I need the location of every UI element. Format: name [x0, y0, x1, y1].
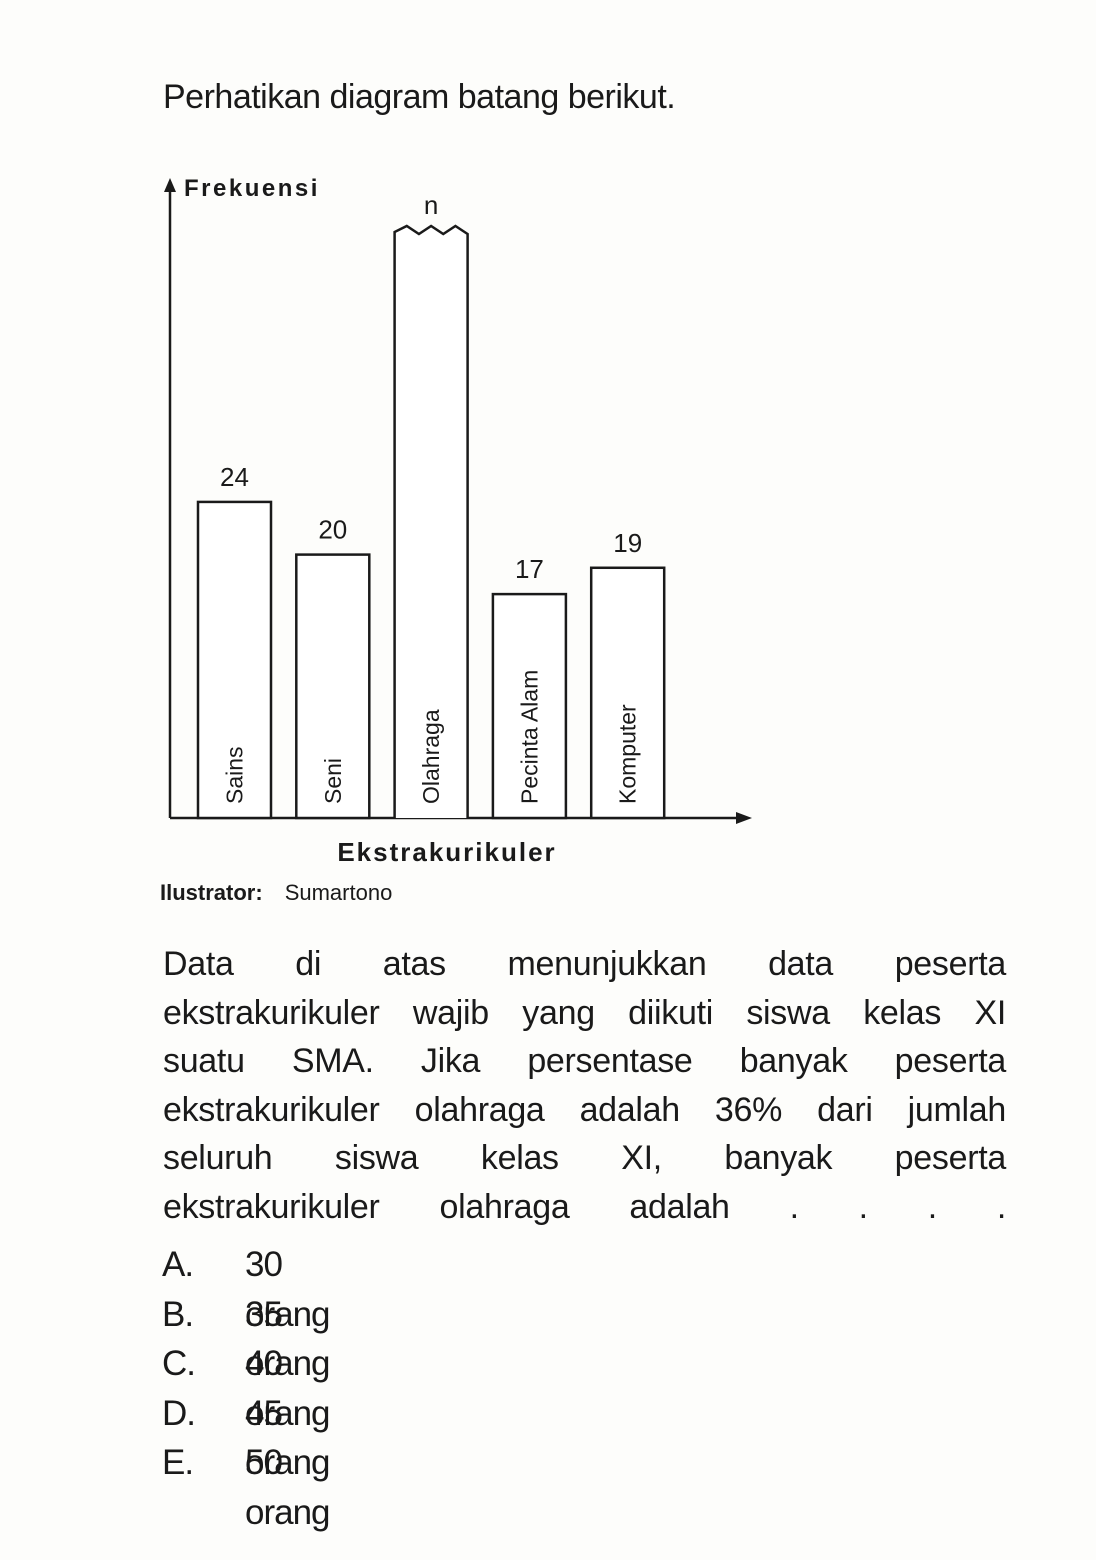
category-label: Seni — [320, 758, 346, 804]
value-label: 17 — [515, 554, 544, 584]
option-letter: A. — [162, 1245, 194, 1284]
value-label: 19 — [613, 528, 642, 558]
value-label: 24 — [220, 462, 249, 492]
option: D. 45 orang — [162, 1389, 331, 1483]
option-letter: B. — [162, 1294, 194, 1334]
option-letter: D. — [162, 1393, 196, 1433]
option-letter: E. — [162, 1443, 194, 1482]
question-line: seluruh siswa kelas XI, banyak peserta — [163, 1139, 1006, 1177]
bar-broken — [393, 224, 469, 818]
option-text: 50 orang — [245, 1443, 331, 1532]
y-axis-label: Frekuensi — [184, 175, 320, 202]
options: A. 30 orang B. 35 orang C. 40 orang D. 45 orang… — [162, 1240, 331, 1532]
category-label: Sains — [222, 746, 248, 804]
bar — [491, 592, 568, 820]
credit-name: Sumartono — [284, 880, 393, 905]
option: E. 50 orang — [162, 1438, 331, 1532]
question-line: Data di atas menunjukkan data peserta — [163, 945, 1006, 983]
bar — [196, 500, 273, 820]
option-text: 40 orang — [245, 1344, 331, 1433]
credit-label: Ilustrator: — [160, 880, 263, 905]
option-text: 30 orang — [245, 1245, 331, 1334]
option-text: 45 orang — [245, 1393, 331, 1483]
question-line: suatu SMA. Jika persentase banyak pesert… — [163, 1042, 1006, 1080]
option: A. 30 orang — [162, 1240, 331, 1334]
x-axis-label: Ekstrakurikuler — [337, 837, 556, 867]
bar — [295, 553, 371, 820]
question-line: ekstrakurikuler olahraga adalah 36% dari… — [163, 1090, 1006, 1129]
chart: Frekuensi Ekstrakurikuler 24 Sains 20 Seni n… — [164, 175, 752, 867]
question-line: ekstrakurikuler wajib yang diikuti siswa… — [163, 993, 1006, 1032]
option: B. 35 orang — [162, 1290, 331, 1384]
x-arrow — [736, 812, 752, 824]
y-arrow — [164, 178, 176, 192]
category-label: Pecinta Alam — [516, 670, 542, 804]
category-label: Komputer — [615, 704, 641, 804]
value-label: n — [424, 190, 438, 220]
intro-text: Perhatikan diagram batang berikut. — [163, 78, 676, 116]
category-label: Olahraga — [418, 709, 444, 804]
bar — [589, 566, 666, 820]
value-label: 20 — [318, 515, 347, 545]
question-line: ekstrakurikuler olahraga adalah . . . . — [163, 1187, 1006, 1226]
option-letter: C. — [162, 1344, 196, 1383]
credit: Ilustrator: Sumartono — [160, 880, 392, 906]
option: C. 40 orang — [162, 1339, 331, 1433]
question: Data di atas menunjukkan data peserta eks… — [163, 940, 1006, 1231]
option-text: 35 orang — [245, 1294, 331, 1384]
